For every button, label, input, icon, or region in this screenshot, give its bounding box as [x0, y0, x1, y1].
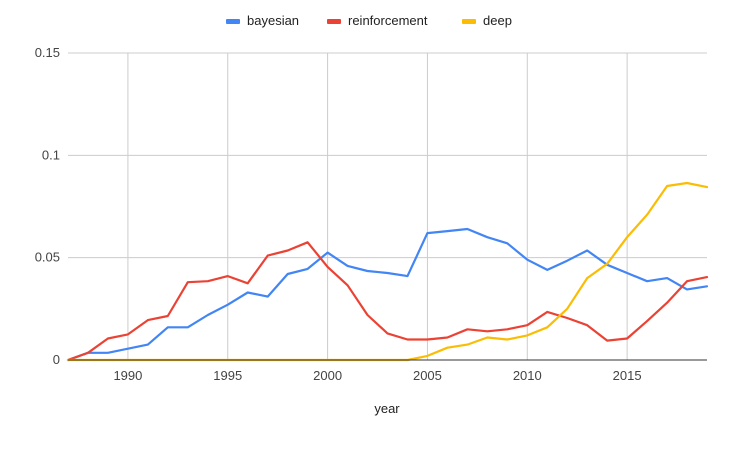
legend-label-deep: deep	[483, 13, 512, 28]
x-tick-label: 2010	[513, 368, 542, 383]
y-tick-label: 0.15	[35, 45, 60, 60]
legend-swatch-bayesian	[226, 19, 240, 24]
legend-label-bayesian: bayesian	[247, 13, 299, 28]
series-line-bayesian	[66, 227, 709, 362]
legend-label-reinforcement: reinforcement	[348, 13, 428, 28]
x-tick-label: 2005	[413, 368, 442, 383]
x-tick-label: 1990	[113, 368, 142, 383]
x-tick-label: 1995	[213, 368, 242, 383]
y-tick-label: 0.1	[42, 147, 60, 162]
gridlines	[68, 52, 707, 360]
axes: 0 0.05 0.1 0.15 1990 1995 2000 2005 2010 2015	[35, 45, 707, 383]
series-lines	[66, 181, 709, 362]
legend-swatch-reinforcement	[327, 19, 341, 24]
series-line-reinforcement	[66, 241, 709, 362]
x-tick-label: 2015	[613, 368, 642, 383]
legend: bayesian reinforcement deep	[226, 13, 512, 28]
y-tick-label: 0	[53, 352, 60, 367]
legend-swatch-deep	[462, 19, 476, 24]
x-axis-title: year	[374, 401, 400, 416]
y-tick-label: 0.05	[35, 250, 60, 265]
x-tick-label: 2000	[313, 368, 342, 383]
